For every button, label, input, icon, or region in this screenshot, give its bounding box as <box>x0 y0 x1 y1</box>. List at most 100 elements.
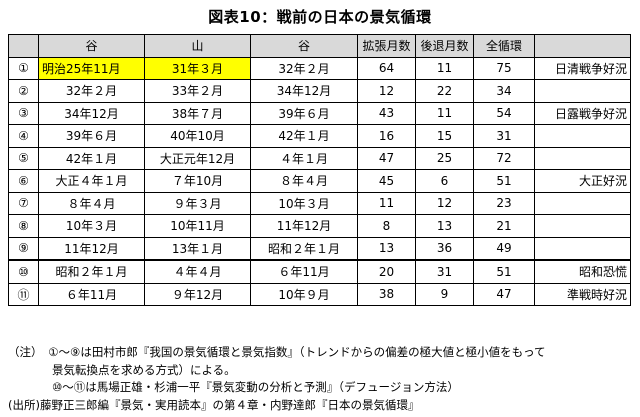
peak-cell: 38年７月 <box>144 101 251 125</box>
trough-start-cell: ６年11月 <box>38 282 145 306</box>
note-cell <box>534 79 631 103</box>
row-number: ① <box>8 56 39 80</box>
expansion-cell: 11 <box>357 191 416 215</box>
total-cell: 21 <box>473 214 535 238</box>
expansion-cell: 16 <box>357 124 416 148</box>
trough-start-cell: 大正４年１月 <box>38 169 145 193</box>
peak-cell: 13年１月 <box>144 236 251 261</box>
trough-end-cell: 32年２月 <box>250 56 358 80</box>
note-cell <box>534 124 631 148</box>
table-row: ⑧ 10年３月 10年11月 11年12月 8 13 21 <box>8 214 631 238</box>
recession-cell: 12 <box>415 191 474 215</box>
table-row: ④ 39年６月 40年10月 42年１月 16 15 31 <box>8 124 631 148</box>
trough-end-cell: 42年１月 <box>250 124 358 148</box>
table-header-row: 谷 山 谷 拡張月数 後退月数 全循環 <box>8 34 631 58</box>
trough-start-cell: 10年３月 <box>38 214 145 238</box>
header-note <box>534 34 631 58</box>
row-number: ⑦ <box>8 191 39 215</box>
note-cell <box>534 146 631 170</box>
header-number <box>8 34 39 58</box>
header-full-cycle: 全循環 <box>473 34 535 58</box>
trough-start-cell: 39年６月 <box>38 124 145 148</box>
trough-start-cell: ８年４月 <box>38 191 145 215</box>
recession-cell: 13 <box>415 214 474 238</box>
trough-end-cell: ４年１月 <box>250 146 358 170</box>
footnotes: （注） ①～⑨は田村市郎『我国の景気循環と景気指数』（トレンドからの偏差の極大値… <box>8 344 546 414</box>
peak-cell: 10年11月 <box>144 214 251 238</box>
expansion-cell: 43 <box>357 101 416 125</box>
trough-end-cell: 10年３月 <box>250 191 358 215</box>
total-cell: 72 <box>473 146 535 170</box>
peak-cell: 大正元年12月 <box>144 146 251 170</box>
footnote-line: （注） ①～⑨は田村市郎『我国の景気循環と景気指数』（トレンドからの偏差の極大値… <box>8 345 546 359</box>
note-cell <box>534 191 631 215</box>
table-row: ⑨ 11年12月 13年１月 昭和２年１月 13 36 49 <box>8 236 631 261</box>
note-cell: 日露戦争好況 <box>534 101 631 125</box>
header-expansion-months: 拡張月数 <box>357 34 416 58</box>
table-row: ⑪ ６年11月 ９年12月 10年９月 38 9 47 準戦時好況 <box>8 282 631 306</box>
trough-end-cell: 昭和２年１月 <box>250 236 358 261</box>
row-number: ⑩ <box>8 259 39 284</box>
source-line: (出所)藤野正三郎編『景気・実用読本』の第４章・内野達郎『日本の景気循環』 <box>8 397 420 412</box>
footnote-line: ⑩～⑪は馬場正雄・杉浦一平『景気変動の分析と予測』（デフュージョン方法） <box>52 380 459 394</box>
note-cell: 日清戦争好況 <box>534 56 631 80</box>
trough-end-cell: ８年４月 <box>250 169 358 193</box>
trough-end-cell: 39年６月 <box>250 101 358 125</box>
table-row: ⑥ 大正４年１月 ７年10月 ８年４月 45 6 51 大正好況 <box>8 169 631 193</box>
recession-cell: 36 <box>415 236 474 261</box>
recession-cell: 25 <box>415 146 474 170</box>
note-cell <box>534 214 631 238</box>
total-cell: 23 <box>473 191 535 215</box>
peak-cell: ９年12月 <box>144 282 251 306</box>
recession-cell: 31 <box>415 259 474 284</box>
total-cell: 31 <box>473 124 535 148</box>
trough-start-cell: 明治25年11月 <box>38 56 145 80</box>
expansion-cell: 20 <box>357 259 416 284</box>
peak-cell: 40年10月 <box>144 124 251 148</box>
table-row: ⑦ ８年４月 ９年３月 10年３月 11 12 23 <box>8 191 631 215</box>
header-recession-months: 後退月数 <box>415 34 474 58</box>
total-cell: 49 <box>473 236 535 261</box>
expansion-cell: 8 <box>357 214 416 238</box>
trough-start-cell: 昭和２年１月 <box>38 259 145 284</box>
table-row: ⑩ 昭和２年１月 ４年４月 ６年11月 20 31 51 昭和恐慌 <box>8 259 631 284</box>
peak-cell: ７年10月 <box>144 169 251 193</box>
total-cell: 51 <box>473 259 535 284</box>
trough-start-cell: 34年12月 <box>38 101 145 125</box>
total-cell: 54 <box>473 101 535 125</box>
row-number: ⑨ <box>8 236 39 261</box>
footnote-line: 景気転換点を求める方式）による。 <box>52 362 236 377</box>
row-number: ⑥ <box>8 169 39 193</box>
note-cell <box>534 236 631 261</box>
trough-end-cell: 10年９月 <box>250 282 358 306</box>
trough-end-cell: 34年12月 <box>250 79 358 103</box>
total-cell: 75 <box>473 56 535 80</box>
expansion-cell: 64 <box>357 56 416 80</box>
header-trough-end: 谷 <box>250 34 358 58</box>
header-trough-start: 谷 <box>38 34 145 58</box>
recession-cell: 11 <box>415 101 474 125</box>
row-number: ④ <box>8 124 39 148</box>
table-row: ② 32年２月 33年２月 34年12月 12 22 34 <box>8 79 631 103</box>
recession-cell: 11 <box>415 56 474 80</box>
peak-cell: ４年４月 <box>144 259 251 284</box>
note-cell: 準戦時好況 <box>534 282 631 306</box>
trough-start-cell: 32年２月 <box>38 79 145 103</box>
row-number: ⑧ <box>8 214 39 238</box>
trough-start-cell: 11年12月 <box>38 236 145 261</box>
recession-cell: 6 <box>415 169 474 193</box>
trough-end-cell: ６年11月 <box>250 259 358 284</box>
row-number: ③ <box>8 101 39 125</box>
expansion-cell: 12 <box>357 79 416 103</box>
expansion-cell: 38 <box>357 282 416 306</box>
recession-cell: 9 <box>415 282 474 306</box>
note-cell: 大正好況 <box>534 169 631 193</box>
trough-start-cell: 42年１月 <box>38 146 145 170</box>
recession-cell: 15 <box>415 124 474 148</box>
row-number: ⑤ <box>8 146 39 170</box>
table-row: ③ 34年12月 38年７月 39年６月 43 11 54 日露戦争好況 <box>8 101 631 125</box>
expansion-cell: 47 <box>357 146 416 170</box>
recession-cell: 22 <box>415 79 474 103</box>
peak-cell: 33年２月 <box>144 79 251 103</box>
peak-cell: ９年３月 <box>144 191 251 215</box>
